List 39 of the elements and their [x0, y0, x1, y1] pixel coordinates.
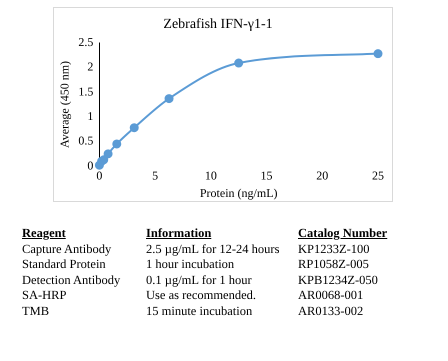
text: Standard Protein [22, 257, 107, 272]
text: Catalog Number [298, 226, 388, 242]
text: SA-HRP [22, 288, 68, 304]
x-tick-label: 25 [372, 168, 384, 183]
text: RP1058Z-005 [298, 257, 370, 272]
text: 15 minute incubation [146, 304, 254, 319]
text: KPB1234Z-050 [298, 272, 379, 288]
y-tick-label: 2 [87, 60, 94, 74]
x-tick-label: 0 [96, 168, 102, 183]
text: KP1233Z-100 [298, 242, 371, 257]
x-tick-label: 10 [204, 168, 217, 183]
text: AR0133-002 [298, 304, 364, 319]
y-tick-label: 0 [87, 158, 94, 172]
point [130, 123, 139, 132]
point [374, 49, 382, 58]
text: Capture Antibody [22, 242, 112, 257]
x-tick-label: 20 [316, 168, 328, 183]
y-tick-label: 1 [87, 108, 94, 123]
y-axis-title: Average (450 nm) [57, 60, 72, 148]
y-tick-label: 1.5 [78, 84, 94, 98]
y-tick-label: 0.5 [78, 134, 94, 148]
text: TMB [22, 304, 50, 319]
point [104, 149, 113, 158]
point [164, 94, 174, 104]
x-tick-label: 5 [152, 168, 158, 183]
y-tick-label: 2.5 [78, 34, 94, 49]
text: Reagent [22, 226, 67, 242]
text: Information [146, 226, 212, 242]
x-axis-title: Protein (ng/mL) [200, 186, 278, 200]
point [112, 139, 122, 148]
text: Detection Antibody [22, 272, 122, 288]
chart-title: Zebrafish IFN-γ1-1 [163, 17, 273, 32]
point [234, 58, 244, 68]
text: 0.1 µg/mL for 1 hour [146, 272, 253, 288]
text: AR0068-001 [298, 288, 364, 304]
text: 2.5 µg/mL for 12-24 hours [146, 242, 280, 257]
x-tick-label: 15 [260, 168, 273, 183]
text: Use as recommended. [146, 288, 258, 304]
text: 1 hour incubation [146, 257, 236, 272]
